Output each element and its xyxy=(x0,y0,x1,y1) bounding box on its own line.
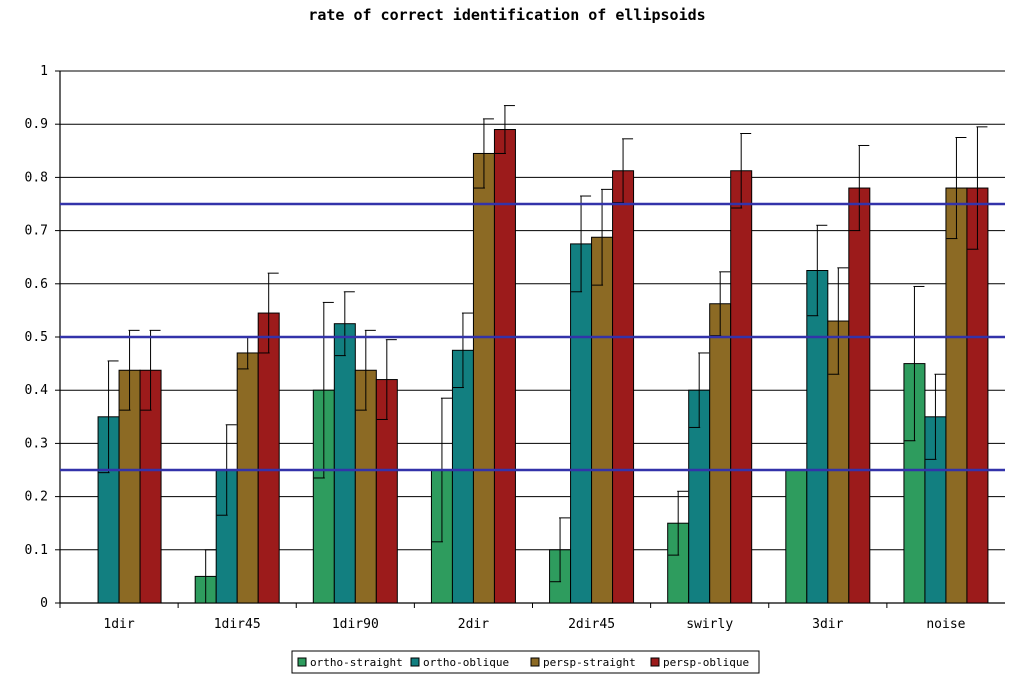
bar-persp-oblique xyxy=(493,129,516,604)
legend-label: persp-oblique xyxy=(663,656,749,669)
legend-swatch-ortho-straight xyxy=(297,657,307,667)
bar-persp-oblique xyxy=(612,170,635,604)
bar-persp-oblique xyxy=(848,187,871,604)
legend-label: ortho-straight xyxy=(310,656,403,669)
bar-persp-oblique xyxy=(257,312,280,604)
legend-swatch-persp-straight xyxy=(530,657,540,667)
bar-persp-oblique xyxy=(730,170,753,604)
x-tick-label: 3dir xyxy=(812,617,843,632)
y-tick-label: 0.6 xyxy=(25,277,48,292)
bar-ortho-oblique xyxy=(570,243,593,604)
bar-ortho-oblique xyxy=(806,270,829,604)
legend-swatch-ortho-oblique xyxy=(410,657,420,667)
legend-box xyxy=(291,650,760,674)
bar-ortho-oblique xyxy=(333,323,356,604)
y-tick-label: 0.2 xyxy=(25,490,48,505)
y-tick-label: 0.8 xyxy=(25,170,48,185)
y-tick-label: 0.4 xyxy=(25,383,49,398)
bar-ortho-straight xyxy=(785,469,808,604)
bar-persp-straight xyxy=(709,303,732,604)
x-tick-label: 1dir45 xyxy=(214,617,261,632)
x-tick-label: 2dir xyxy=(458,617,489,632)
legend-label: ortho-oblique xyxy=(423,656,509,669)
y-tick-label: 0.5 xyxy=(25,330,48,345)
y-tick-label: 0.9 xyxy=(25,117,48,132)
x-tick-label: noise xyxy=(926,617,965,632)
bar-persp-straight xyxy=(472,152,495,604)
y-tick-label: 1 xyxy=(40,64,48,79)
legend-label: persp-straight xyxy=(543,656,636,669)
bar-persp-straight xyxy=(945,187,968,604)
bar-persp-straight xyxy=(236,352,259,604)
chart-title: rate of correct identification of ellips… xyxy=(308,6,706,24)
bar-persp-oblique xyxy=(966,187,989,604)
bar-ortho-oblique xyxy=(451,349,474,604)
x-tick-label: 2dir45 xyxy=(568,617,615,632)
y-tick-label: 0.3 xyxy=(25,436,48,451)
x-tick-label: 1dir xyxy=(103,617,134,632)
x-tick-label: swirly xyxy=(686,617,733,632)
bar-persp-straight xyxy=(591,236,614,604)
y-tick-label: 0 xyxy=(40,596,48,611)
x-tick-label: 1dir90 xyxy=(332,617,379,632)
legend-swatch-persp-oblique xyxy=(650,657,660,667)
y-tick-label: 0.7 xyxy=(25,224,48,239)
y-tick-label: 0.1 xyxy=(25,543,48,558)
